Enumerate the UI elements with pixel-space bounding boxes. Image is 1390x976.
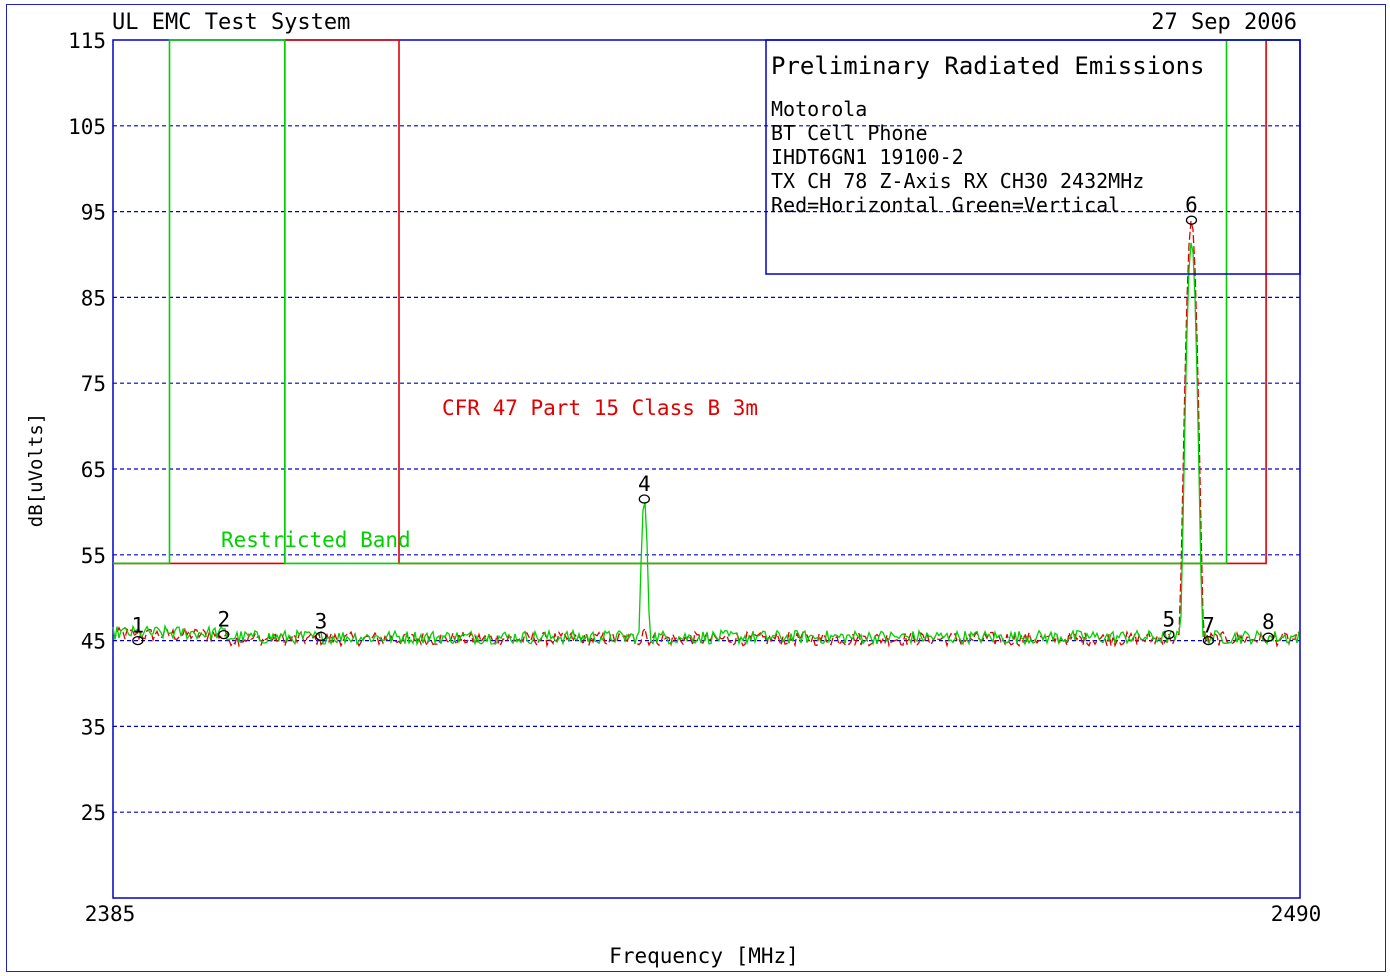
info-line-model: IHDT6GN1 19100-2 bbox=[771, 145, 964, 169]
marker-7 bbox=[1202, 635, 1215, 646]
marker-label: 5 bbox=[1163, 608, 1176, 632]
marker-8 bbox=[1262, 632, 1274, 642]
y-tick-label: 25 bbox=[81, 801, 106, 825]
y-tick-label: 35 bbox=[81, 715, 106, 739]
x-axis-label: Frequency [MHz] bbox=[609, 944, 799, 968]
info-title: Preliminary Radiated Emissions bbox=[771, 52, 1204, 80]
y-axis-label: dB[uVolts] bbox=[25, 413, 47, 527]
info-box bbox=[765, 39, 1301, 275]
chart-frame bbox=[6, 4, 1386, 972]
marker-1 bbox=[132, 635, 144, 646]
marker-label: 8 bbox=[1262, 610, 1275, 634]
marker-3 bbox=[315, 631, 327, 641]
marker-5 bbox=[1163, 629, 1175, 640]
grid-lines bbox=[113, 125, 1300, 813]
y-tick-labels: 115 105 95 85 75 65 55 45 35 25 bbox=[68, 29, 106, 825]
y-tick-label: 45 bbox=[81, 630, 106, 654]
marker-label: 2 bbox=[217, 608, 230, 632]
marker-2 bbox=[218, 629, 230, 640]
limit-line bbox=[113, 39, 1300, 565]
x-tick-label-end: 2490 bbox=[1271, 902, 1322, 926]
marker-label: 7 bbox=[1202, 614, 1215, 638]
marker-label: 1 bbox=[132, 614, 145, 638]
info-line-legend: Red=Horizontal Green=Vertical bbox=[771, 193, 1120, 217]
series-horizontal bbox=[112, 220, 1300, 648]
y-tick-label: 65 bbox=[81, 458, 106, 482]
x-tick-label-start: 2385 bbox=[85, 902, 136, 926]
data-series bbox=[112, 220, 1300, 648]
y-tick-label: 55 bbox=[81, 544, 106, 568]
y-tick-label: 115 bbox=[68, 29, 106, 53]
y-tick-label: 105 bbox=[68, 115, 106, 139]
system-title: UL EMC Test System bbox=[112, 10, 350, 35]
y-tick-label: 95 bbox=[81, 201, 106, 225]
info-line-product: BT Cell Phone bbox=[771, 121, 928, 145]
marker-6 bbox=[1185, 215, 1198, 225]
limit-lines bbox=[113, 39, 1300, 565]
report-date: 27 Sep 2006 bbox=[1151, 10, 1297, 35]
limit-annotation: CFR 47 Part 15 Class B 3m bbox=[442, 396, 758, 420]
restricted-band-annotation: Restricted Band bbox=[221, 528, 411, 552]
peak-markers: 1 2 3 4 5 6 7 8 bbox=[132, 193, 1275, 646]
series-vertical bbox=[112, 242, 1300, 647]
marker-label: 4 bbox=[638, 472, 651, 496]
marker-label: 3 bbox=[315, 609, 328, 633]
marker-label: 6 bbox=[1185, 193, 1198, 217]
info-line-manufacturer: Motorola bbox=[771, 97, 867, 121]
y-tick-label: 75 bbox=[81, 372, 106, 396]
y-tick-label: 85 bbox=[81, 286, 106, 310]
marker-4 bbox=[638, 494, 650, 504]
info-line-channel: TX CH 78 Z-Axis RX CH30 2432MHz bbox=[771, 169, 1144, 193]
